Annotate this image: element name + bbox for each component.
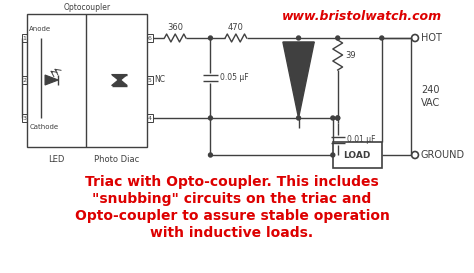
Text: www.bristolwatch.com: www.bristolwatch.com — [282, 10, 442, 23]
Text: NC: NC — [155, 76, 165, 85]
Text: 6: 6 — [148, 35, 152, 40]
Text: 2: 2 — [22, 78, 27, 82]
Bar — [147, 114, 153, 122]
Bar — [147, 76, 153, 84]
Text: Opto-coupler to assure stable operation: Opto-coupler to assure stable operation — [74, 209, 390, 223]
Circle shape — [209, 153, 212, 157]
Text: 240
VAC: 240 VAC — [421, 85, 440, 108]
Polygon shape — [45, 75, 58, 85]
Text: Triac with Opto-coupler. This includes: Triac with Opto-coupler. This includes — [85, 175, 379, 189]
Bar — [21, 76, 27, 84]
Text: GROUND: GROUND — [421, 150, 465, 160]
Text: with inductive loads.: with inductive loads. — [150, 226, 313, 240]
Circle shape — [209, 116, 212, 120]
Text: 39: 39 — [346, 51, 356, 60]
Polygon shape — [111, 79, 127, 85]
Text: 0.01 μF: 0.01 μF — [346, 135, 375, 144]
Text: Photo Diac: Photo Diac — [94, 155, 139, 164]
Text: HOT: HOT — [421, 33, 442, 43]
Circle shape — [380, 36, 384, 40]
Text: 0.05 μF: 0.05 μF — [220, 73, 249, 82]
Bar — [147, 34, 153, 42]
Circle shape — [297, 116, 301, 120]
Text: Optocoupler: Optocoupler — [64, 3, 111, 12]
Bar — [21, 34, 27, 42]
Circle shape — [331, 116, 335, 120]
Circle shape — [209, 36, 212, 40]
Text: 1: 1 — [23, 35, 27, 40]
Circle shape — [331, 153, 335, 157]
Polygon shape — [111, 75, 127, 81]
Text: 470: 470 — [228, 23, 244, 32]
Text: LOAD: LOAD — [344, 150, 371, 159]
Bar — [27, 14, 147, 147]
Text: LED: LED — [49, 155, 65, 164]
Text: 4: 4 — [148, 115, 152, 120]
Text: 360: 360 — [167, 23, 183, 32]
Text: "snubbing" circuits on the triac and: "snubbing" circuits on the triac and — [92, 192, 372, 206]
Polygon shape — [283, 42, 314, 118]
Text: Anode: Anode — [29, 26, 52, 32]
Circle shape — [336, 36, 340, 40]
Text: Cathode: Cathode — [29, 124, 58, 130]
Bar — [21, 114, 27, 122]
Circle shape — [336, 116, 340, 120]
Text: 5: 5 — [148, 78, 152, 82]
Text: 3: 3 — [22, 115, 27, 120]
Circle shape — [336, 116, 340, 120]
Bar — [333, 142, 382, 168]
Circle shape — [297, 36, 301, 40]
